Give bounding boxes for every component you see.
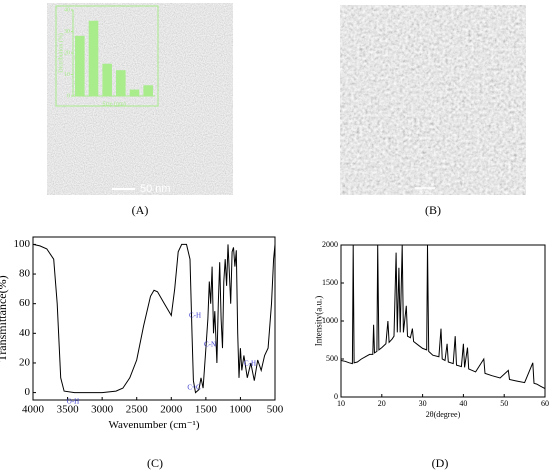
y-tick-label: 40	[64, 7, 70, 13]
x-axis-label: Wavenumber (cm⁻¹)	[109, 419, 200, 431]
y-tick-label: 0	[334, 392, 338, 401]
scale-bar-label: 10 nm	[419, 191, 432, 196]
x-tick-label: 60	[541, 399, 549, 408]
annotation: C=C	[187, 384, 201, 392]
y-tick-label: 0	[67, 93, 70, 99]
x-axis-label: Size (nm)	[102, 100, 126, 107]
x-tick-label: 30	[419, 399, 427, 408]
data-line	[33, 243, 275, 394]
plot-area	[341, 245, 545, 390]
panel-label: (D)	[432, 456, 449, 470]
y-tick-label: 0	[25, 386, 31, 398]
bar	[129, 89, 140, 96]
tem-image-b	[340, 5, 526, 195]
y-tick-label: 20	[19, 356, 31, 368]
x-tick-label: 1500	[195, 403, 218, 415]
bar	[143, 85, 153, 96]
panel-label: (C)	[147, 456, 163, 470]
bar	[102, 63, 112, 96]
y-tick-label: 60	[19, 297, 31, 309]
plot-area	[33, 243, 275, 394]
x-tick-label: 3500	[57, 403, 80, 415]
y-tick-label: 40	[19, 327, 31, 339]
y-tick-label: 500	[326, 354, 338, 363]
y-axis-label: Distribution (%)	[57, 33, 64, 73]
x-tick-label: 1000	[229, 403, 252, 415]
panel-label: (B)	[425, 203, 441, 217]
x-tick-label: 10	[337, 399, 345, 408]
plot-frame	[32, 236, 276, 401]
tem-image-a	[47, 3, 233, 195]
y-tick-label: 30	[64, 29, 70, 35]
y-axis-label: Transmittance(%)	[0, 275, 9, 361]
annotation: C-H	[189, 312, 201, 320]
x-tick-label: 50	[500, 399, 508, 408]
y-axis-label: Intensity(a.u.)	[313, 296, 323, 346]
y-tick-label: 1000	[322, 316, 338, 325]
y-tick-label: 2000	[322, 240, 338, 249]
y-tick-label: 1500	[322, 278, 338, 287]
x-tick-label: 2500	[126, 403, 149, 415]
bar	[88, 20, 99, 96]
bar	[75, 35, 85, 96]
x-tick-label: 40	[459, 399, 467, 408]
annotation: O-H	[67, 398, 79, 406]
scale-bar-label: 50 nm	[140, 183, 171, 195]
y-tick-label: 80	[19, 268, 31, 280]
plot-frame	[340, 244, 546, 398]
y-tick-label: 100	[14, 238, 31, 250]
panel-label: (A)	[132, 203, 149, 217]
inset-frame	[55, 5, 159, 107]
bar	[116, 70, 126, 96]
y-tick-label: 10	[64, 72, 70, 78]
y-tick-label: 20	[64, 50, 70, 56]
x-tick-label: 3000	[91, 403, 114, 415]
x-tick-label: 500	[267, 403, 284, 415]
annotation: C-N	[204, 341, 216, 349]
data-line	[341, 245, 545, 390]
annotation: C-H	[244, 360, 256, 368]
x-axis-label: 2θ(degree)	[426, 410, 461, 419]
x-tick-label: 4000	[22, 403, 45, 415]
x-tick-label: 20	[378, 399, 386, 408]
x-tick-label: 2000	[160, 403, 183, 415]
